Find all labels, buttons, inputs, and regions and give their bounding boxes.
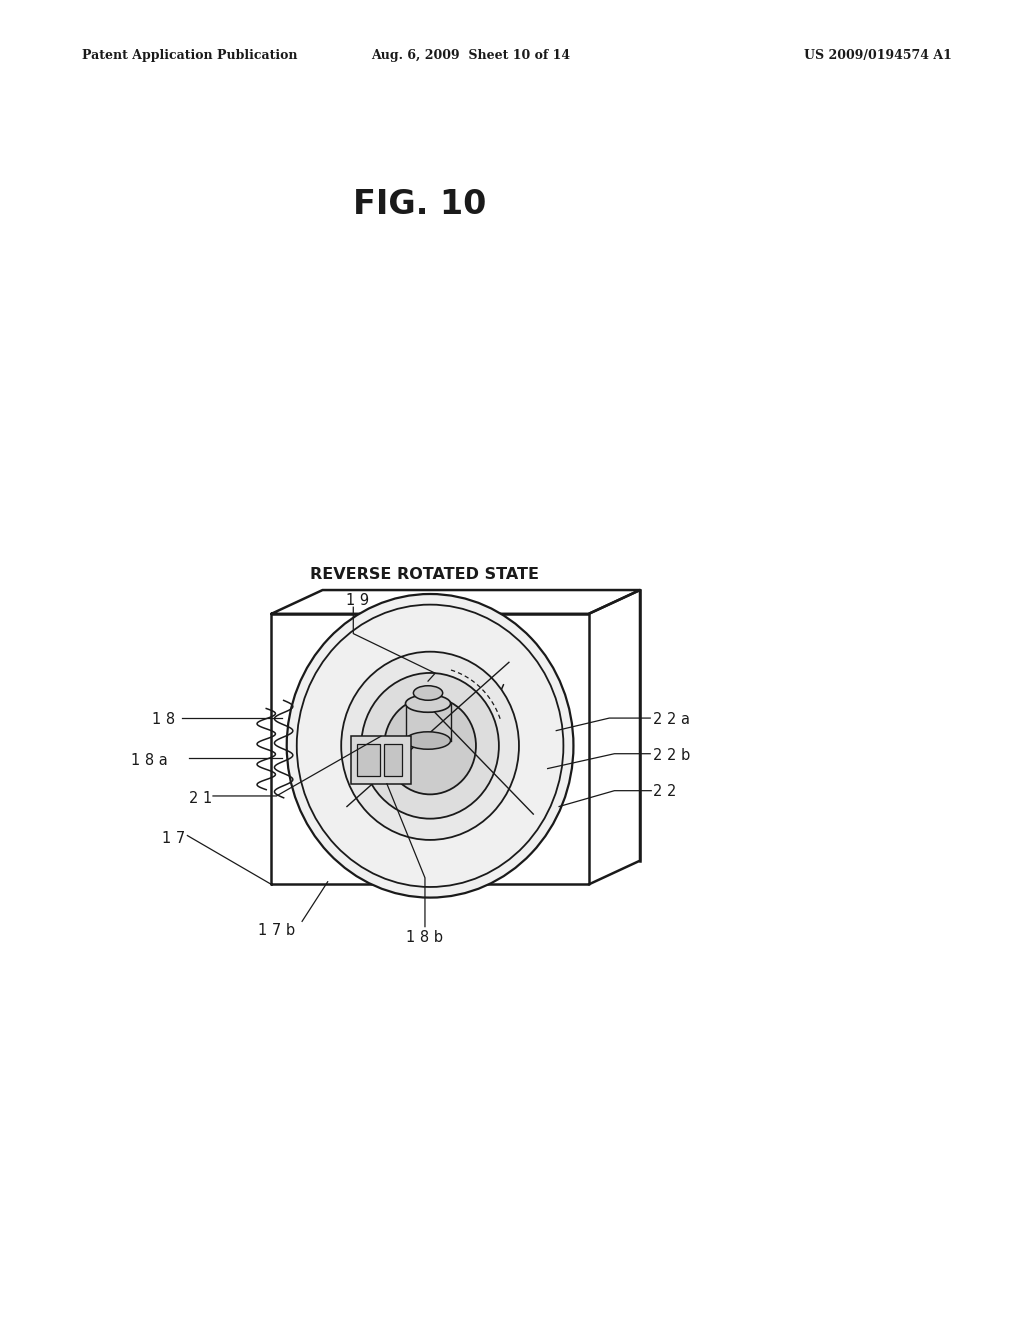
Text: 2 2: 2 2 xyxy=(653,784,677,800)
Text: 2 1: 2 1 xyxy=(189,791,213,807)
Ellipse shape xyxy=(361,673,499,818)
Text: 1 7: 1 7 xyxy=(162,830,185,846)
Bar xyxy=(351,737,411,784)
Ellipse shape xyxy=(384,697,476,795)
Text: B: B xyxy=(486,694,495,706)
Text: 2 2 a: 2 2 a xyxy=(653,711,690,727)
Text: 1 8: 1 8 xyxy=(152,711,175,727)
Ellipse shape xyxy=(406,694,451,713)
Bar xyxy=(357,744,380,776)
Bar xyxy=(384,744,402,776)
Ellipse shape xyxy=(406,731,451,750)
Text: 1 7 b: 1 7 b xyxy=(258,923,295,939)
Text: 1 8 a: 1 8 a xyxy=(131,752,168,768)
Ellipse shape xyxy=(414,686,442,700)
Text: 1 9: 1 9 xyxy=(346,593,370,609)
Text: 2 2 b: 2 2 b xyxy=(653,747,690,763)
Text: Aug. 6, 2009  Sheet 10 of 14: Aug. 6, 2009 Sheet 10 of 14 xyxy=(372,49,570,62)
Text: US 2009/0194574 A1: US 2009/0194574 A1 xyxy=(805,49,952,62)
Text: REVERSE ROTATED STATE: REVERSE ROTATED STATE xyxy=(310,566,540,582)
Ellipse shape xyxy=(341,652,519,840)
Text: FIG. 10: FIG. 10 xyxy=(353,189,486,222)
Ellipse shape xyxy=(287,594,573,898)
Text: Patent Application Publication: Patent Application Publication xyxy=(82,49,297,62)
Text: 1 8 b: 1 8 b xyxy=(407,929,443,945)
